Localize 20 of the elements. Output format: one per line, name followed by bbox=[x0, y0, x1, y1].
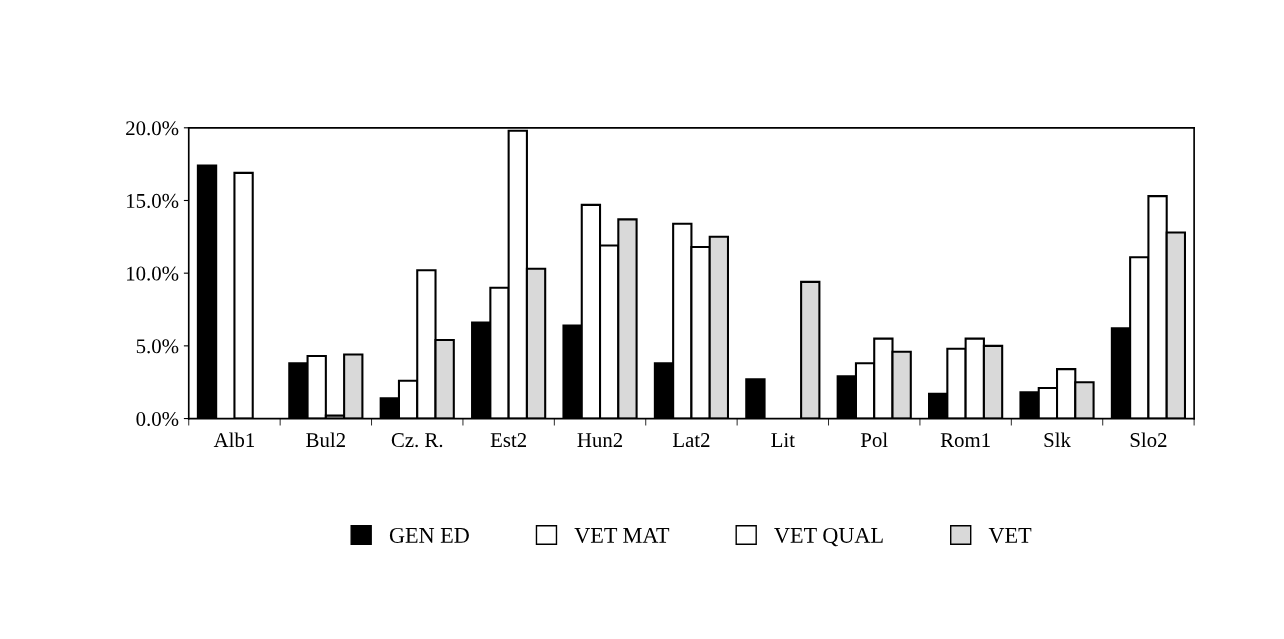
y-tick-label: 15.0% bbox=[127, 193, 179, 209]
legend-label: GEN ED bbox=[389, 527, 469, 543]
legend-label: VET bbox=[988, 528, 1032, 543]
x-tick-label: Pol bbox=[860, 432, 888, 448]
x-tick-label: Alb1 bbox=[213, 432, 255, 448]
x-tick-label: Cz. R. bbox=[391, 433, 443, 448]
y-tick-label: 5.0% bbox=[136, 339, 179, 354]
x-tick-label: Lat2 bbox=[672, 433, 710, 448]
x-tick-label: Slo2 bbox=[1130, 432, 1167, 448]
x-tick-label: Est2 bbox=[490, 433, 527, 448]
y-tick-label: 0.0% bbox=[136, 411, 179, 427]
legend-label: VET MAT bbox=[574, 527, 670, 543]
y-tick-label: 10.0% bbox=[127, 266, 179, 281]
y-tick-label: 20.0% bbox=[126, 121, 179, 136]
x-tick-label: Hun2 bbox=[577, 433, 623, 448]
x-tick-label: Lit bbox=[771, 433, 795, 448]
legend-label: VET QUAL bbox=[774, 527, 883, 547]
x-tick-label: Bul2 bbox=[306, 432, 345, 448]
x-tick-label: Rom1 bbox=[940, 433, 990, 448]
x-tick-label: Slk bbox=[1044, 432, 1071, 448]
